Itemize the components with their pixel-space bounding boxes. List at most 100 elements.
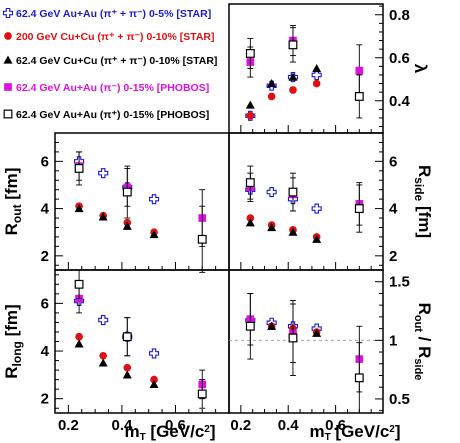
legend-label: 62.4 GeV Au+Au (π⁻) 0-15% [PHOBOS] [16,82,209,94]
data-point [75,332,83,341]
y-tick-label: 0.4 [389,93,411,110]
y-tick-label: 6 [41,153,49,170]
data-point [245,321,255,331]
legend-marker-open-cross [2,7,14,19]
data-point [267,321,277,330]
x-tick-label: 0.2 [230,417,251,434]
panel-rside: 2 4 6 Rside [fm] [228,132,434,271]
series-filled-triangle [245,319,322,337]
series-filled-circle [75,332,158,384]
data-point [354,373,364,383]
data-point [312,79,321,88]
legend-marker-filled-circle [4,32,12,40]
y-tick-label: 0.8 [389,7,410,24]
data-point [148,348,160,359]
data-point [122,221,132,230]
series-open-square [245,165,364,233]
data-point [245,49,255,58]
series-filled-triangle [74,339,159,388]
y-tick-label: 2 [389,248,397,265]
legend-entry-phobos-pip: 62.4 GeV Au+Au (π⁺) 0-15% [PHOBOS] [3,109,209,121]
data-point [288,187,298,197]
legend-marker-filled-triangle [3,55,13,64]
series-open-square [245,292,364,414]
data-point [246,214,255,222]
legend-label: 62.4 GeV Au+Au (π⁺ + π⁻) 0-5% [STAR] [16,8,211,20]
series-open-square [245,27,364,119]
legend-entry-star-cucu200: 200 GeV Cu+Cu (π⁺ + π⁻) 0-10% [STAR] [4,31,215,43]
data-point [245,100,255,109]
data-point [197,234,207,244]
data-point [150,375,158,384]
legend-marker [3,109,13,119]
data-point [289,86,297,94]
series-filled-circle [246,322,321,336]
y-tick-label: 6 [389,153,397,170]
series-open-cross [245,184,322,214]
data-point [98,314,109,326]
series-filled-circle [75,202,158,237]
data-point [288,227,298,236]
y-axis-title: Rout [fm] [2,168,24,236]
legend-marker [4,83,12,91]
data-point [267,222,277,232]
data-point [245,218,255,227]
series-filled-circle [246,79,321,120]
data-point [123,363,132,372]
panel-rout: 2 4 6 Rout [fm] [2,132,230,273]
y-tick-label: 4 [41,201,50,218]
series-open-cross [245,69,322,121]
data-point [288,72,298,81]
x-axis-title: mT [GeV/c2] [124,422,215,443]
data-point [312,234,322,243]
data-point [354,204,364,214]
x-tick-label: 0.4 [111,417,133,434]
series-open-cross [74,295,160,359]
data-point [246,111,255,120]
series-open-cross [245,315,322,334]
panel-rlong: 2 4 6 0.2 0.4 0.6 Rlong [fm] mT [GeV/c2] [2,269,230,443]
data-point [122,332,132,342]
legend-marker-open-square [3,109,13,119]
data-point [288,333,298,343]
panel-frame [54,132,230,271]
legend-marker [4,32,12,40]
x-tick-label: 0.6 [325,417,346,434]
legend: 62.4 GeV Au+Au (π⁺ + π⁻) 0-5% [STAR] 200… [2,7,217,121]
y-tick-label: 0.5 [389,391,410,408]
data-point [267,92,276,101]
legend-label: 62.4 GeV Cu+Cu (π⁺ + π⁻) 0-10% [STAR] [16,55,217,67]
data-point [98,168,109,179]
panel-lambda: 0.4 0.6 0.8 λ [228,3,430,134]
y-tick-label: 4 [389,201,398,218]
data-point [98,358,108,367]
x-tick-label: 0.6 [165,417,186,434]
data-point [74,164,84,173]
data-point [149,379,159,388]
x-tick-label: 0.2 [58,417,79,434]
y-axis-title: Rside [fm] [412,165,434,238]
legend-entry-phobos-pim: 62.4 GeV Au+Au (π⁻) 0-15% [PHOBOS] [4,82,209,94]
series-filled-square [246,172,364,226]
legend-marker [3,55,13,64]
data-point [312,328,322,337]
y-axis-title: Rlong [fm] [2,304,24,378]
data-point [98,212,108,221]
series-filled-circle [246,214,321,241]
legend-entry-star-auau: 62.4 GeV Au+Au (π⁺ + π⁻) 0-5% [STAR] [2,7,211,20]
series-filled-triangle [245,218,322,243]
panel-ratio: 0.5 1 1.5 0.2 0.4 0.6 Rout / Rside mT [GeV/c2] [228,269,434,443]
data-point [122,370,132,379]
y-tick-label: 2 [41,248,49,265]
data-point [355,66,364,75]
data-point [311,203,322,214]
series-filled-square [246,292,364,393]
legend-label: 62.4 GeV Au+Au (π⁺) 0-15% [PHOBOS] [16,109,209,121]
data-point [99,351,108,360]
series-open-cross [74,156,160,205]
legend-entry-star-cucu62: 62.4 GeV Cu+Cu (π⁺ + π⁻) 0-10% [STAR] [3,55,217,67]
y-tick-label: 6 [41,295,49,312]
y-axis-title: Rout / Rside [412,303,434,381]
data-point [354,92,364,101]
